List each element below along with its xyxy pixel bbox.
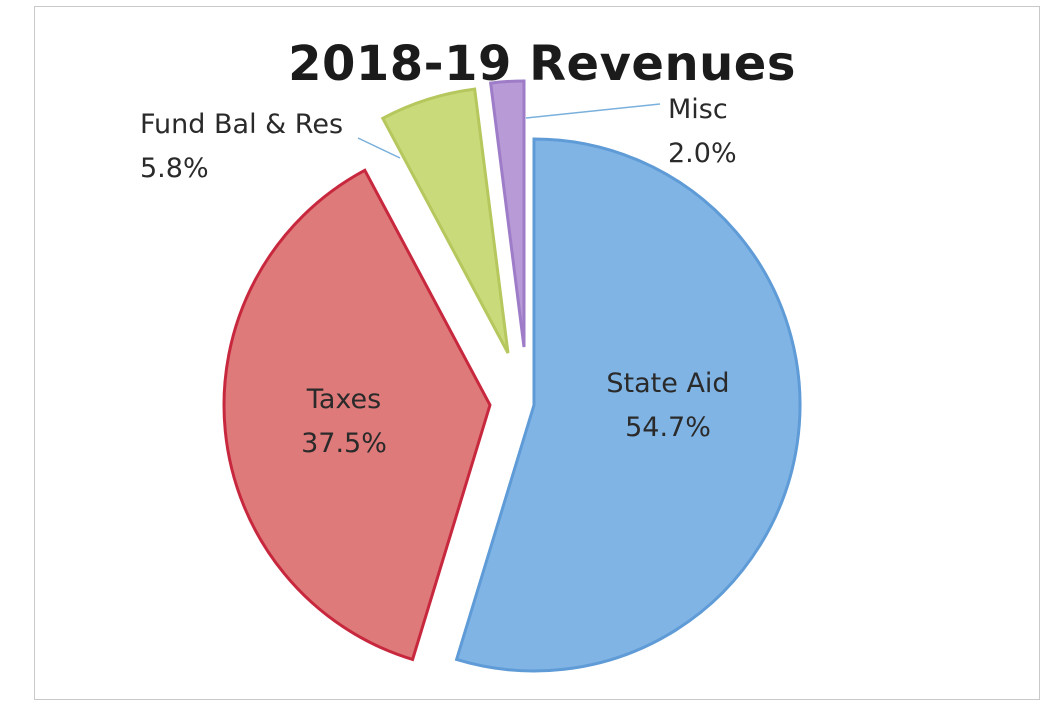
slice-label-percent: 2.0% [668, 138, 737, 169]
leader-line [357, 137, 401, 159]
slice-label-name: Fund Bal & Res [140, 109, 343, 140]
slice-label: Taxes 37.5% [301, 384, 387, 459]
slice-label: Misc 2.0% [668, 94, 737, 169]
pie-slice-taxes [222, 168, 492, 662]
slice-label-name: Misc [668, 94, 728, 125]
slice-label-percent: 37.5% [301, 428, 387, 459]
slice-label-percent: 54.7% [625, 412, 711, 443]
slice-label: State Aid 54.7% [606, 368, 729, 443]
leader-line [525, 103, 661, 119]
pie-slice-fund-bal-res [380, 87, 510, 354]
slice-label: Fund Bal & Res 5.8% [140, 109, 343, 184]
slice-label-name: Taxes [306, 384, 381, 415]
slice-label-percent: 5.8% [140, 153, 209, 184]
chart-frame [34, 6, 1040, 700]
slice-label-name: State Aid [606, 368, 729, 399]
pie-slice-misc [488, 79, 526, 348]
pie-slice-state-aid [454, 137, 802, 673]
chart-title: 2018-19 Revenues [288, 36, 796, 92]
